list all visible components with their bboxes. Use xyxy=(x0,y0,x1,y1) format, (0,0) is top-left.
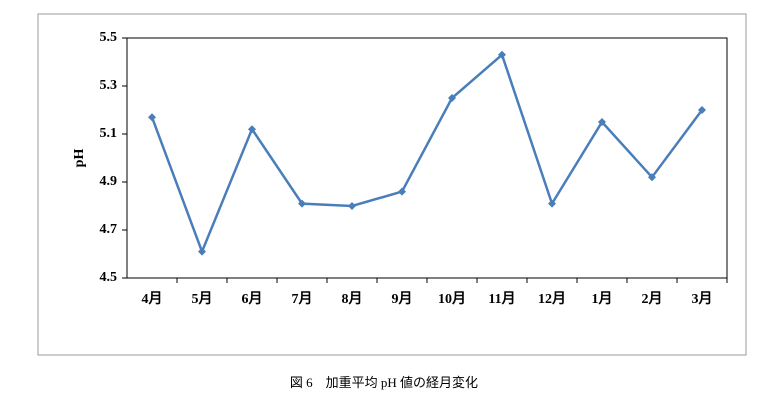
x-tick-label: 6月 xyxy=(242,291,263,307)
marker xyxy=(648,173,656,182)
y-tick-label: 5.5 xyxy=(100,30,118,45)
x-tick-label: 11月 xyxy=(488,291,515,307)
marker xyxy=(398,187,406,196)
y-axis-label: pH xyxy=(72,149,87,168)
y-tick-label: 4.7 xyxy=(100,222,118,237)
chart-caption: 図 6 加重平均 pH 値の経月変化 xyxy=(290,375,478,390)
x-tick-label: 8月 xyxy=(342,291,363,307)
line xyxy=(150,52,704,256)
y-tick-label: 4.5 xyxy=(100,270,118,285)
y-tick-label: 5.3 xyxy=(100,78,118,93)
x-tick-label: 3月 xyxy=(692,291,713,307)
x-tick-label: 10月 xyxy=(438,291,466,307)
marker xyxy=(498,50,506,59)
plot-area xyxy=(126,37,728,279)
marker xyxy=(298,199,306,208)
marker xyxy=(148,113,156,122)
x-tick-label: 4月 xyxy=(142,291,163,307)
marker xyxy=(598,118,606,126)
x-tick-label: 5月 xyxy=(192,291,213,307)
x-tick-label: 12月 xyxy=(538,291,566,307)
x-tick-label: 1月 xyxy=(592,291,613,307)
x-tick-label: 9月 xyxy=(392,291,413,307)
x-tick-label: 2月 xyxy=(642,291,663,307)
marker xyxy=(248,125,256,134)
marker xyxy=(198,247,206,256)
marker xyxy=(448,94,456,102)
marker xyxy=(348,202,356,210)
x-tick-label: 7月 xyxy=(292,291,313,307)
y-tick-label: 5.1 xyxy=(100,126,118,141)
marker xyxy=(698,106,706,114)
chart-frame xyxy=(37,13,747,356)
marker xyxy=(548,199,556,208)
y-tick-label: 4.9 xyxy=(100,174,118,189)
